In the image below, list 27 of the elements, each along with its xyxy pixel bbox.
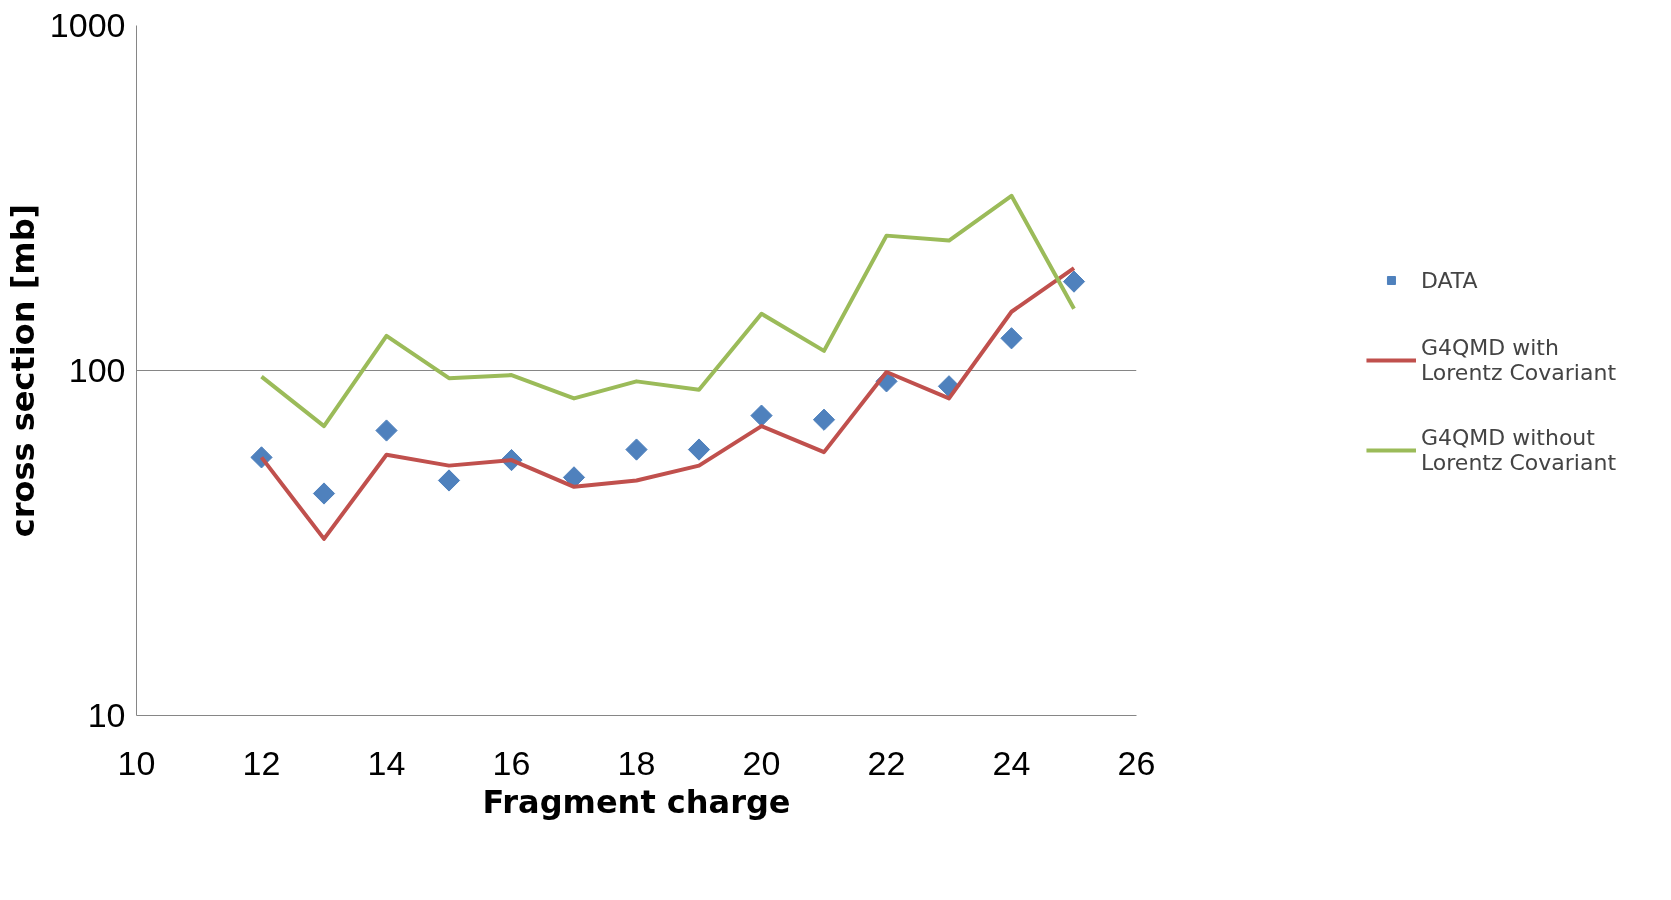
point [312,482,336,505]
point [625,438,648,461]
y-axis-title: cross section [mb] [3,203,42,538]
point [437,469,461,492]
x-tick-label: 26 [1117,743,1156,782]
x-tick-label: 14 [367,743,406,782]
x-tick-label: 24 [992,743,1031,782]
x-tick-label: 12 [242,743,281,782]
point [375,419,398,442]
legend-label: G4QMD without Lorentz Covariant [1420,425,1617,475]
point [687,438,711,461]
x-axis-title: Fragment charge [482,782,791,821]
x-tick-label: 20 [742,743,781,782]
legend-label: G4QMD with Lorentz Covariant [1420,335,1617,385]
line-series [259,193,1076,429]
point [1062,270,1086,293]
y-tick-label: 100 [68,351,126,389]
x-tick-label: 16 [492,743,531,782]
legend-label: DATA [1420,266,1478,295]
x-tick-label: 10 [117,743,156,782]
x-tick-label: 22 [867,743,906,782]
point [1000,327,1023,350]
y-tick-label: 1000 [49,6,126,44]
y-tick-label: 10 [87,696,126,734]
point [750,404,773,427]
x-tick-label: 18 [617,743,656,782]
point [812,408,836,431]
